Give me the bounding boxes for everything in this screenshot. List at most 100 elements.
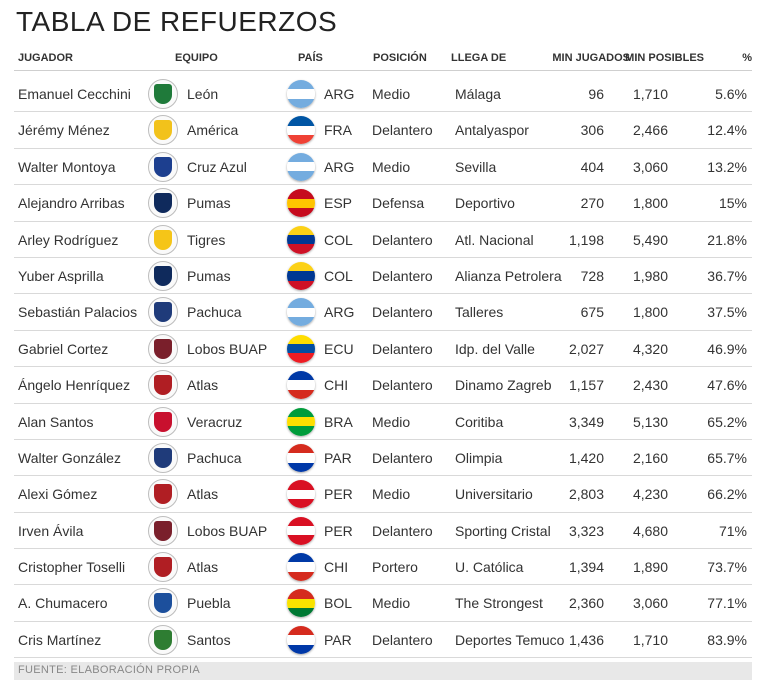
table-row: Ángelo Henríquez Atlas CHI Delantero Dinamo … [0, 367, 768, 404]
minutes-played: 1,420 [568, 449, 604, 466]
percent: 36.7% [707, 267, 747, 284]
flag-icon [287, 298, 315, 327]
row-divider [14, 184, 752, 186]
player-name: Cris Martínez [18, 631, 102, 648]
table-row: Walter González Pachuca PAR Delantero Olimpi… [0, 440, 768, 477]
previous-club: Coritiba [455, 413, 504, 430]
header-country: PAÍS [298, 52, 323, 64]
country-code: CHI [324, 377, 349, 394]
position: Medio [372, 86, 411, 102]
country-code: PAR [324, 449, 352, 466]
minutes-possible: 1,710 [632, 86, 668, 102]
flag-icon [287, 443, 315, 472]
minutes-possible: 5,490 [632, 231, 668, 248]
atlas-crest-icon [148, 552, 178, 583]
table-row: Alan Santos Veracruz BRA Medio Coritiba 3,349… [0, 404, 768, 440]
percent: 73.7% [707, 559, 747, 576]
row-divider [14, 511, 752, 513]
percent: 66.2% [707, 486, 747, 503]
minutes-played: 1,394 [568, 559, 604, 576]
previous-club: Atl. Nacional [455, 231, 534, 248]
row-divider [14, 293, 752, 295]
header-team: EQUIPO [175, 52, 218, 64]
row-divider [14, 548, 752, 550]
header-minutes-possible: MIN POSIBLES [625, 52, 704, 64]
team-name: Pachuca [187, 304, 242, 321]
percent: 37.5% [707, 304, 747, 321]
player-name: Sebastián Palacios [18, 304, 138, 321]
position: Defensa [372, 195, 425, 212]
flag-icon [287, 516, 315, 545]
lobos-buap-crest-icon [148, 333, 178, 364]
percent: 47.6% [707, 377, 747, 394]
minutes-possible: 4,680 [632, 522, 668, 539]
pumas-crest-icon [148, 260, 178, 291]
percent: 77.1% [707, 595, 747, 612]
country-code: PER [324, 522, 353, 539]
table-row: Yuber Asprilla Pumas COL Delantero Alianza P… [0, 258, 768, 295]
team-name: León [187, 86, 219, 102]
percent: 65.2% [707, 413, 747, 430]
header-percent: % [742, 52, 752, 64]
player-name: Walter Montoya [18, 158, 116, 175]
team-name: Lobos BUAP [187, 340, 268, 357]
minutes-possible: 3,060 [632, 158, 668, 175]
team-name: Tigres [187, 231, 226, 248]
flag-icon [287, 261, 315, 290]
country-code: ARG [324, 158, 355, 175]
header-from: LLEGA DE [451, 52, 507, 64]
row-divider [14, 584, 752, 586]
percent: 5.6% [715, 86, 747, 102]
minutes-played: 2,803 [568, 486, 604, 503]
player-name: Alexi Gómez [18, 486, 98, 503]
minutes-possible: 3,060 [632, 595, 668, 612]
country-code: BOL [324, 595, 353, 612]
pumas-crest-icon [148, 188, 178, 219]
tigres-crest-icon [148, 224, 178, 255]
row-divider [14, 475, 752, 477]
percent: 12.4% [707, 122, 747, 139]
header-player: JUGADOR [18, 52, 74, 64]
player-name: Alejandro Arribas [18, 195, 125, 212]
country-code: ESP [324, 195, 353, 212]
row-divider [14, 111, 752, 113]
flag-icon [287, 189, 315, 218]
minutes-possible: 2,466 [632, 122, 668, 139]
country-code: ECU [324, 340, 354, 357]
minutes-possible: 2,430 [632, 377, 668, 394]
table-row: A. Chumacero Puebla BOL Medio The Strongest 2… [0, 585, 768, 622]
team-name: Pachuca [187, 449, 242, 466]
flag-icon [287, 371, 315, 400]
position: Delantero [372, 449, 433, 466]
table-row: Sebastián Palacios Pachuca ARG Delantero Tal… [0, 294, 768, 331]
pachuca-crest-icon [148, 442, 178, 473]
minutes-possible: 2,160 [632, 449, 668, 466]
percent: 65.7% [707, 449, 747, 466]
veracruz-crest-icon [148, 406, 178, 437]
previous-club: Deportes Temuco [455, 631, 565, 648]
player-name: A. Chumacero [18, 595, 108, 612]
team-name: Atlas [187, 559, 219, 576]
position: Medio [372, 158, 411, 175]
position: Portero [372, 559, 418, 576]
player-name: Gabriel Cortez [18, 340, 109, 357]
previous-club: Dinamo Zagreb [455, 377, 552, 394]
flag-icon [287, 480, 315, 509]
minutes-possible: 4,320 [632, 340, 668, 357]
position: Delantero [372, 522, 433, 539]
minutes-possible: 1,890 [632, 559, 668, 576]
player-name: Jérémy Ménez [18, 122, 110, 139]
flag-icon [287, 152, 315, 181]
country-code: COL [324, 231, 353, 248]
minutes-played: 2,027 [568, 340, 604, 357]
position: Delantero [372, 231, 433, 248]
source-footer: FUENTE: ELABORACIÓN PROPIA [14, 662, 752, 680]
position: Delantero [372, 304, 433, 321]
minutes-possible: 4,230 [632, 486, 668, 503]
flag-icon [287, 553, 315, 582]
minutes-played: 96 [588, 86, 604, 102]
minutes-played: 2,360 [568, 595, 604, 612]
table-row: Cristopher Toselli Atlas CHI Portero U. Cató… [0, 549, 768, 586]
minutes-played: 270 [580, 195, 604, 212]
row-divider [14, 438, 752, 440]
